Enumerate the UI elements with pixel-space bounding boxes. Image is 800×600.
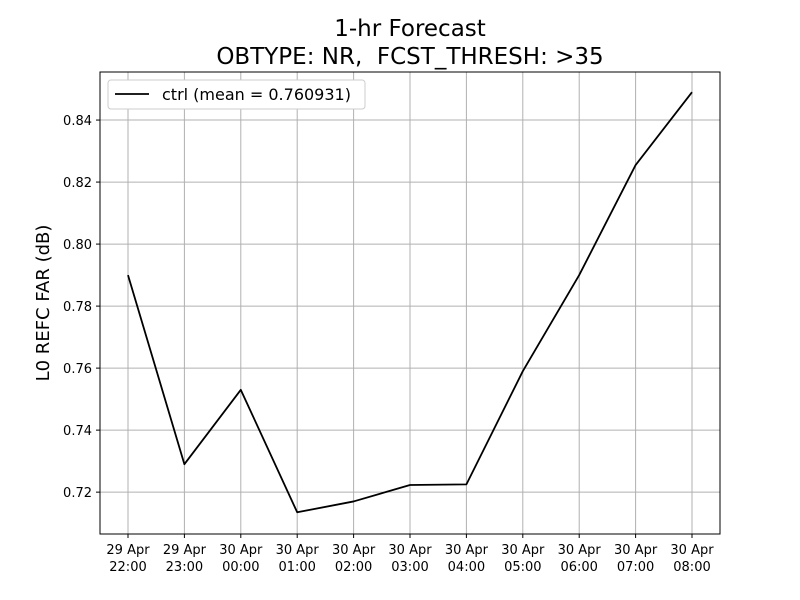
- x-tick-label-time: 08:00: [673, 560, 710, 575]
- x-tick-label-time: 07:00: [617, 560, 654, 575]
- x-tick-label-date: 30 Apr: [670, 543, 714, 558]
- chart-title: 1-hr Forecast: [334, 16, 486, 42]
- y-tick-label: 0.82: [63, 176, 92, 191]
- x-tick-label-time: 01:00: [278, 560, 315, 575]
- y-axis-label: L0 REFC FAR (dB): [33, 225, 54, 382]
- x-tick-label-time: 22:00: [109, 560, 146, 575]
- legend: ctrl (mean = 0.760931): [107, 79, 366, 110]
- y-tick-label: 0.76: [63, 362, 92, 377]
- y-tick-label: 0.80: [63, 238, 92, 253]
- x-tick-label-time: 03:00: [391, 560, 428, 575]
- x-tick-label-date: 30 Apr: [501, 543, 545, 558]
- x-tick-label-date: 30 Apr: [332, 543, 376, 558]
- x-tick-label-date: 29 Apr: [163, 543, 207, 558]
- x-tick-label-time: 04:00: [448, 560, 485, 575]
- x-tick-label-time: 05:00: [504, 560, 541, 575]
- legend-label: ctrl (mean = 0.760931): [162, 85, 351, 104]
- x-tick-label-date: 29 Apr: [106, 543, 150, 558]
- y-tick-label: 0.78: [63, 300, 92, 315]
- x-tick-label-date: 30 Apr: [388, 543, 432, 558]
- x-tick-label-time: 02:00: [335, 560, 372, 575]
- legend-box: [107, 79, 366, 110]
- plot-frame: [99, 71, 721, 535]
- x-tick-label-time: 23:00: [166, 560, 203, 575]
- y-tick-label: 0.84: [63, 114, 92, 129]
- chart-subtitle: OBTYPE: NR, FCST_THRESH: >35: [216, 44, 603, 70]
- x-tick-label-date: 30 Apr: [219, 543, 263, 558]
- x-tick-label-date: 30 Apr: [276, 543, 320, 558]
- y-axis-ticks: 0.72 0.74 0.76 0.78 0.80 0.82 0.84: [63, 114, 100, 501]
- y-tick-label: 0.72: [63, 486, 92, 501]
- y-tick-label: 0.74: [63, 424, 92, 439]
- x-tick-label-time: 00:00: [222, 560, 259, 575]
- x-axis-ticks: 29 Apr 22:00 29 Apr 23:00 30 Apr 00:00 30 Apr 0…: [106, 534, 714, 575]
- x-tick-label-date: 30 Apr: [445, 543, 489, 558]
- x-tick-label-date: 30 Apr: [558, 543, 602, 558]
- x-tick-label-date: 30 Apr: [614, 543, 658, 558]
- x-tick-label-time: 06:00: [560, 560, 597, 575]
- series-line: [127, 91, 693, 514]
- grid-lines: [100, 72, 720, 534]
- series-group: [127, 91, 693, 514]
